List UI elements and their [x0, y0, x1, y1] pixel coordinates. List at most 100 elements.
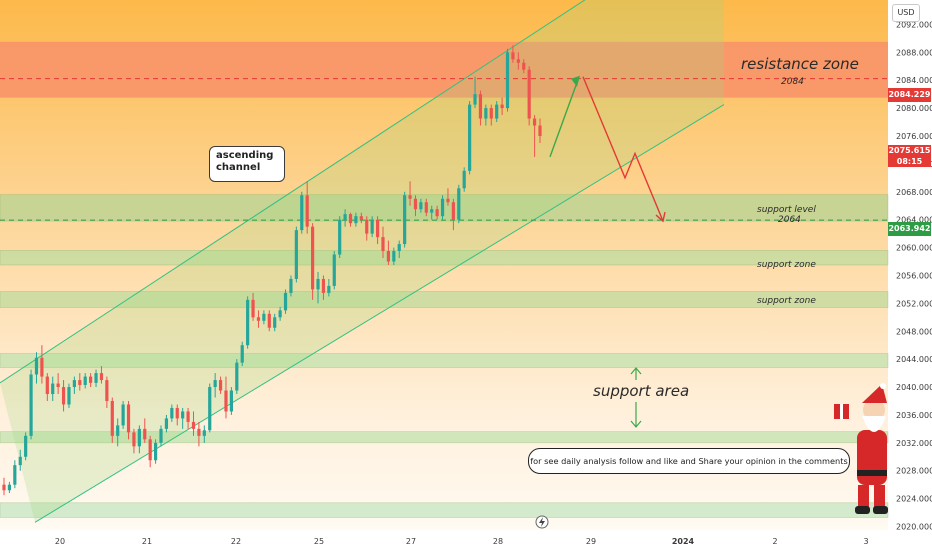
candle-body: [170, 407, 174, 419]
candle-body: [446, 198, 450, 203]
support-zone-label-1: support zone: [757, 260, 816, 270]
zone-5: [0, 431, 889, 444]
y-tick-label: 2024.000: [896, 495, 932, 504]
candle-body: [89, 376, 93, 383]
candle-body: [311, 226, 315, 290]
candle-body: [321, 278, 326, 293]
lightning-icon[interactable]: [535, 515, 549, 529]
ascending-channel-callout[interactable]: ascending channel: [209, 146, 285, 182]
y-tick-label: 2056.000: [896, 271, 932, 280]
candle-body: [246, 299, 250, 346]
currency-label: USD: [897, 8, 915, 17]
y-tick-label: 2020.000: [896, 523, 932, 532]
x-tick-label: 20: [55, 537, 65, 546]
candle-body: [121, 404, 125, 426]
candle-body: [181, 411, 185, 419]
candle-body: [45, 376, 49, 395]
zone-2: [0, 250, 889, 266]
projection-up-arrow: [549, 79, 579, 158]
candle-body: [18, 456, 22, 466]
zone-3: [0, 291, 889, 308]
candle-body: [213, 380, 217, 388]
candle-body: [473, 94, 477, 105]
candle-body: [484, 108, 488, 119]
x-tick-label: 3: [863, 537, 868, 546]
analysis-note[interactable]: for see daily analysis follow and like a…: [528, 448, 850, 474]
candle-body: [392, 251, 396, 262]
candle-body: [365, 219, 369, 234]
candle-body: [316, 278, 320, 290]
candle-body: [56, 383, 60, 388]
y-tick-label: 2084.000: [896, 76, 932, 85]
y-tick-label: 2052.000: [896, 299, 932, 308]
candle-body: [511, 52, 515, 60]
candle-body: [305, 195, 309, 227]
candle-body: [522, 62, 526, 70]
candle-body: [440, 198, 445, 217]
candle-body: [29, 374, 33, 436]
candle-body: [462, 170, 466, 189]
candle-body: [278, 310, 282, 318]
candle-body: [153, 442, 158, 461]
santa-boot-right: [873, 506, 888, 514]
y-tick-label: 2040.000: [896, 383, 932, 392]
channel-upper-line: [0, 0, 586, 384]
santa-face: [863, 399, 885, 421]
zone-4: [0, 353, 889, 368]
candle-body: [273, 317, 277, 328]
candle-body: [40, 357, 44, 377]
candle-body: [413, 198, 418, 210]
candle-body: [164, 418, 169, 429]
santa-leg-left: [858, 485, 869, 510]
candle-body: [7, 484, 12, 491]
candle-body: [67, 387, 71, 405]
resistance-zone-value: 2084: [781, 77, 804, 87]
santa-beard: [862, 416, 886, 432]
y-tick-label: 2048.000: [896, 327, 932, 336]
currency-badge[interactable]: USD: [892, 4, 920, 22]
y-tick-label: 2064.000: [896, 216, 932, 225]
x-tick-label: 28: [493, 537, 503, 546]
santa-leg-right: [874, 485, 885, 510]
candle-body: [148, 439, 152, 461]
santa-hat-pompom: [880, 383, 886, 389]
candle-body: [386, 251, 391, 262]
candle-body: [289, 278, 293, 293]
candle-body: [202, 430, 206, 436]
candle-body: [126, 404, 131, 433]
candle-body: [251, 299, 255, 318]
x-tick-label: 25: [314, 537, 324, 546]
santa-icon: [834, 383, 888, 514]
support-zone-label-2: support zone: [757, 296, 816, 306]
candle-body: [375, 219, 380, 238]
projection-down-path: [582, 76, 664, 222]
y-tick-label: 2088.000: [896, 48, 932, 57]
candle-body: [419, 202, 423, 210]
support-price-label: 2063.942: [888, 222, 931, 236]
candle-body: [397, 244, 401, 252]
channel-fill: [0, 0, 724, 523]
candle-body: [51, 383, 55, 395]
candle-body: [532, 118, 537, 126]
candle-body: [208, 387, 212, 431]
candle-body: [489, 108, 493, 119]
candle-body: [468, 104, 472, 171]
candle-body: [359, 216, 363, 220]
y-tick-label: 2092.000: [896, 20, 932, 29]
candle-body: [348, 214, 353, 224]
x-tick-label: 2024: [672, 537, 695, 546]
candle-body: [338, 219, 342, 255]
projection-up-arrowhead: [571, 75, 580, 87]
x-tick-label: 29: [586, 537, 596, 546]
candle-body: [13, 465, 17, 485]
candle-body: [186, 411, 190, 422]
zone-6: [0, 502, 889, 518]
candle-body: [116, 425, 120, 436]
candle-body: [495, 104, 499, 119]
candle-body: [110, 400, 114, 436]
y-tick-label: 2028.000: [896, 467, 932, 476]
candle-body: [381, 237, 385, 252]
candle-body: [300, 195, 304, 231]
resistance-price-label: 2084.229: [888, 88, 931, 102]
